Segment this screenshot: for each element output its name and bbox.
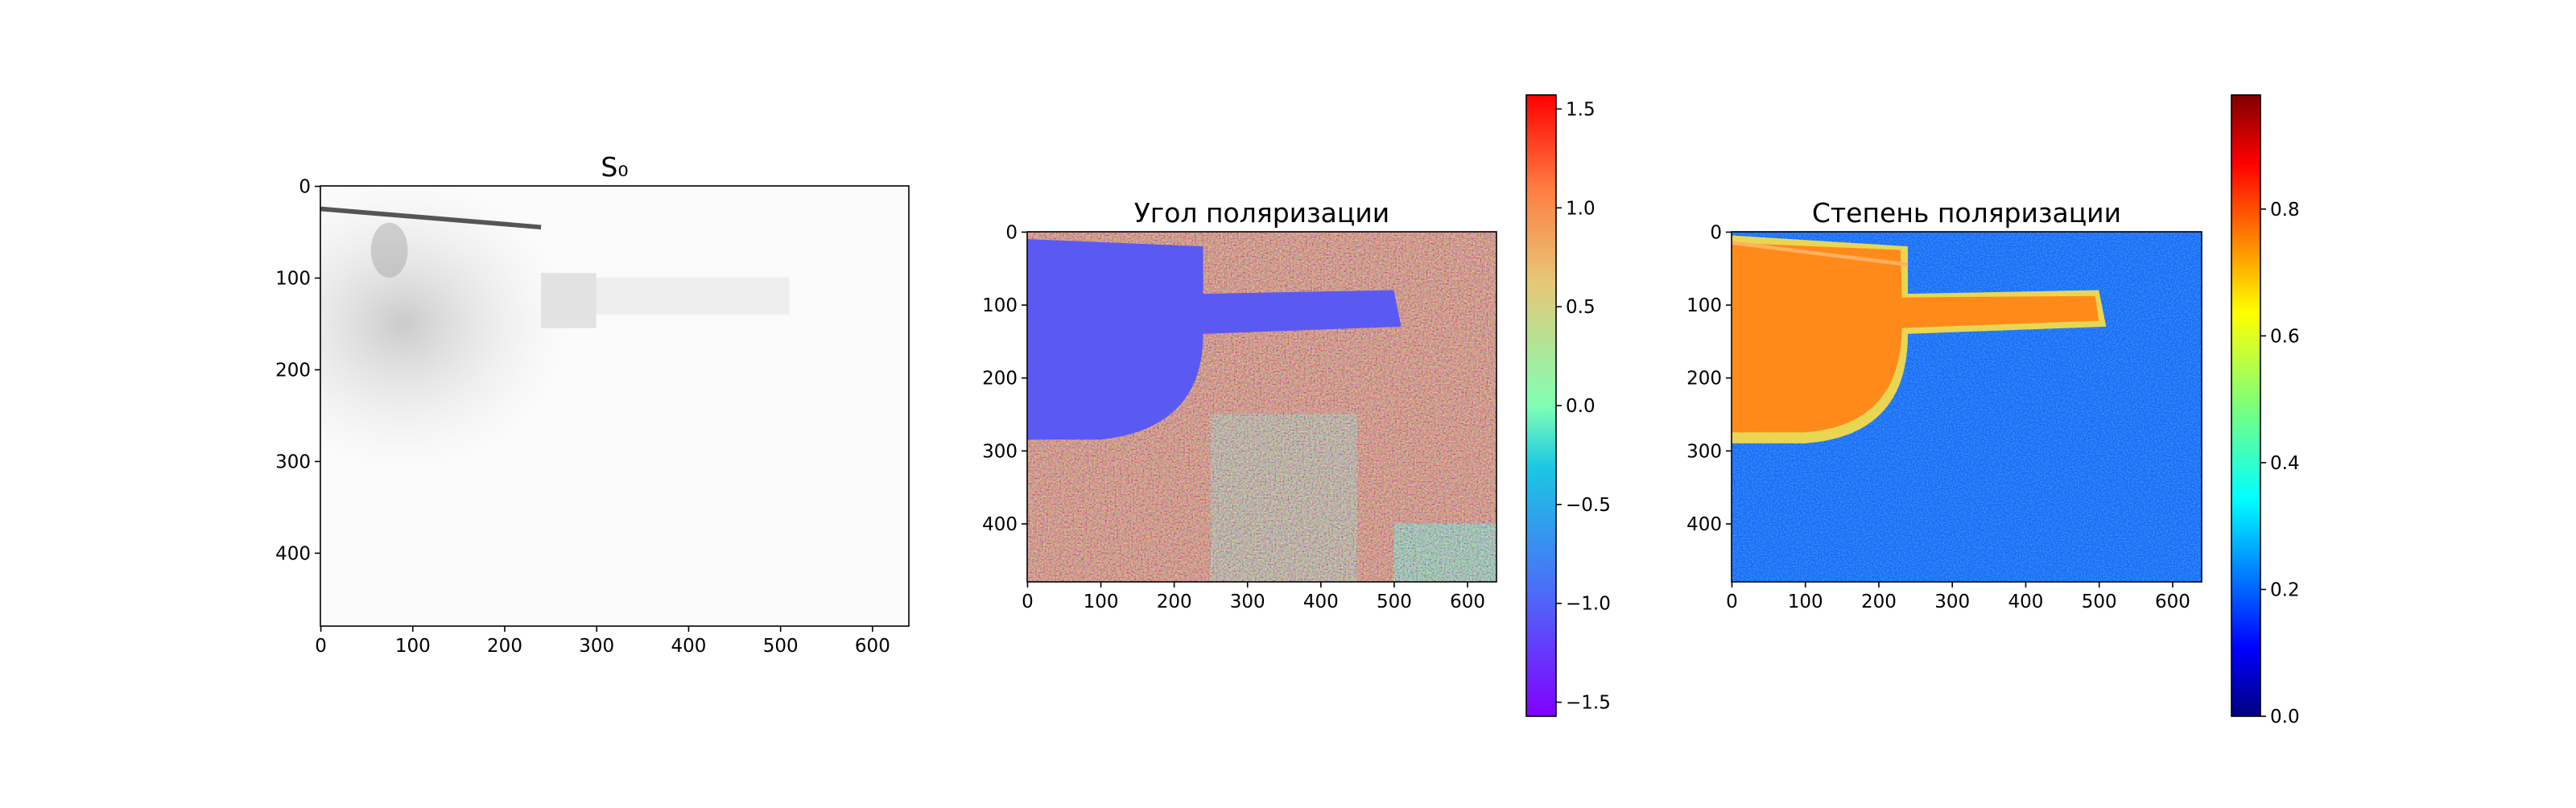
colorbar-tick-label: 0.0 [1566, 396, 1596, 417]
x-tick-label: 0 [1022, 592, 1034, 612]
x-tick-label: 200 [1157, 592, 1192, 612]
y-tick-label: 400 [1686, 514, 1722, 535]
image [320, 186, 909, 626]
x-tick-label: 200 [487, 636, 522, 657]
colorbar-tick-label: 0.4 [2270, 453, 2300, 474]
chart-title: S₀ [601, 151, 628, 183]
x-tick-label: 100 [1084, 592, 1119, 612]
y-tick-label: 300 [982, 441, 1018, 462]
x-tick-label: 500 [1377, 592, 1412, 612]
chart-title: Степень поляризации [1812, 197, 2121, 229]
image [1732, 232, 2202, 582]
x-tick-label: 400 [2008, 592, 2044, 612]
y-tick-label: 400 [982, 514, 1018, 535]
colorbar-tick-label: 1.0 [1566, 198, 1596, 219]
x-tick-label: 100 [1788, 592, 1823, 612]
y-tick-label: 100 [275, 269, 311, 290]
colorbar-tick-label: 0.8 [2270, 200, 2300, 221]
colorbar-tick-label: 0.0 [2270, 707, 2300, 728]
y-tick-label: 300 [275, 451, 311, 472]
y-tick-label: 0 [1710, 222, 1722, 243]
chart-title: Угол поляризации [1134, 197, 1389, 229]
y-tick-label: 200 [275, 360, 311, 381]
x-tick-label: 400 [671, 636, 706, 657]
colorbar-tick-label: −1.5 [1566, 693, 1611, 714]
x-tick-label: 100 [395, 636, 431, 657]
image [1027, 232, 1496, 582]
colorbar-tick-label: 0.5 [1566, 297, 1596, 318]
x-tick-label: 300 [1934, 592, 1970, 612]
x-tick-label: 600 [2155, 592, 2190, 612]
colorbar-tick-label: 1.5 [1566, 99, 1596, 120]
y-tick-label: 400 [275, 543, 311, 564]
x-tick-label: 0 [1726, 592, 1738, 612]
y-tick-label: 0 [1005, 222, 1018, 243]
colorbar-tick-label: 0.6 [2270, 326, 2300, 347]
x-tick-label: 300 [579, 636, 614, 657]
x-tick-label: 200 [1861, 592, 1897, 612]
axes-frame [320, 185, 910, 627]
x-tick-label: 600 [1450, 592, 1485, 612]
x-tick-label: 500 [2082, 592, 2117, 612]
y-tick-label: 200 [982, 369, 1018, 390]
x-tick-label: 300 [1230, 592, 1265, 612]
x-tick-label: 400 [1303, 592, 1339, 612]
y-tick-label: 100 [1686, 295, 1722, 316]
colorbar [2231, 94, 2261, 717]
colorbar-tick-label: −1.0 [1566, 594, 1611, 615]
axes-frame [1731, 231, 2202, 583]
colorbar-tick-label: −0.5 [1566, 495, 1611, 516]
colorbar-tick-label: 0.2 [2270, 579, 2300, 600]
x-tick-label: 600 [855, 636, 890, 657]
y-tick-label: 0 [299, 177, 311, 198]
y-tick-label: 100 [982, 295, 1018, 316]
x-tick-label: 0 [315, 636, 327, 657]
axes-frame [1026, 231, 1497, 583]
x-tick-label: 500 [763, 636, 799, 657]
y-tick-label: 300 [1686, 441, 1722, 462]
y-tick-label: 200 [1686, 369, 1722, 390]
colorbar [1525, 94, 1557, 717]
